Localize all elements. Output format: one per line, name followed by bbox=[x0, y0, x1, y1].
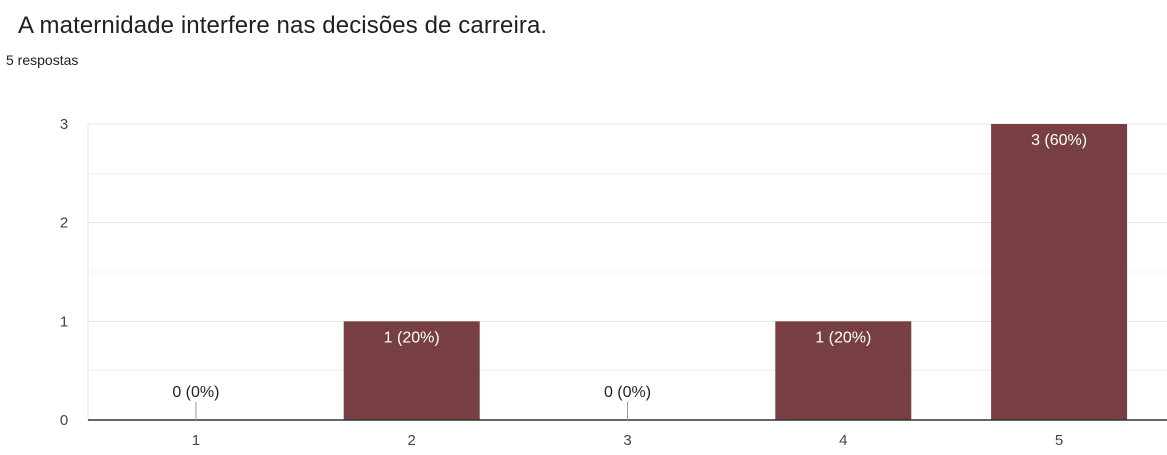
bars bbox=[343, 124, 1128, 420]
x-tick-label: 2 bbox=[408, 432, 416, 449]
response-count: 5 respostas bbox=[6, 52, 79, 68]
x-tick-label: 3 bbox=[623, 432, 631, 449]
data-label: 0 (0%) bbox=[604, 384, 651, 401]
data-label: 1 (20%) bbox=[815, 329, 871, 346]
y-tick-label: 2 bbox=[60, 215, 68, 232]
data-label: 1 (20%) bbox=[384, 329, 440, 346]
x-tick-label: 4 bbox=[839, 432, 847, 449]
x-tick-label: 1 bbox=[192, 432, 200, 449]
y-tick-label: 1 bbox=[60, 313, 68, 330]
grid-layer bbox=[87, 123, 1167, 420]
bar-4 bbox=[775, 321, 912, 420]
data-labels: 0 (0%) 1 (20%) 0 (0%) 1 (20%) 3 (60%) bbox=[172, 132, 1087, 420]
bar-5 bbox=[991, 124, 1128, 420]
data-label: 3 (60%) bbox=[1031, 132, 1087, 149]
data-label: 0 (0%) bbox=[172, 384, 219, 401]
x-tick-label: 5 bbox=[1055, 432, 1063, 449]
y-tick-label: 0 bbox=[60, 412, 68, 429]
y-axis-ticks: 0 1 2 3 bbox=[60, 116, 68, 429]
x-axis-ticks: 1 2 3 4 5 bbox=[192, 432, 1064, 449]
question-title: A maternidade interfere nas decisões de … bbox=[18, 12, 548, 39]
bar-2 bbox=[343, 321, 480, 420]
y-tick-label: 3 bbox=[60, 116, 68, 133]
